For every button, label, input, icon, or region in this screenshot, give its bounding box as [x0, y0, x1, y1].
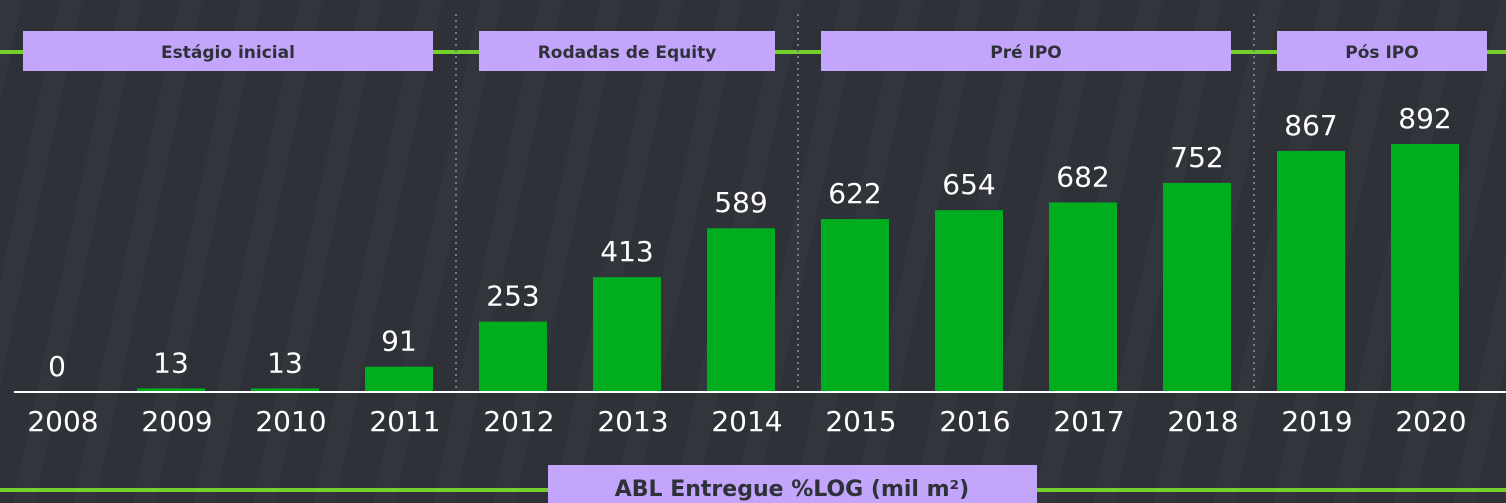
phase-box — [479, 31, 775, 71]
bar — [137, 388, 205, 392]
bar — [1049, 202, 1117, 392]
phase-label: Rodadas de Equity — [538, 43, 717, 63]
data-label: 91 — [381, 325, 417, 358]
data-label: 654 — [942, 168, 995, 201]
data-label: 413 — [600, 235, 653, 268]
x-tick-label: 2019 — [1281, 405, 1352, 438]
bar — [707, 228, 775, 392]
phase-label: Pós IPO — [1345, 43, 1418, 63]
x-tick-label: 2009 — [141, 405, 212, 438]
data-label: 13 — [153, 346, 189, 379]
bar — [1277, 150, 1345, 392]
phase-label: Estágio inicial — [161, 43, 295, 63]
data-label: 622 — [828, 177, 881, 210]
data-label: 752 — [1170, 141, 1223, 174]
x-tick-label: 2020 — [1395, 405, 1466, 438]
phase-box — [1277, 31, 1487, 71]
bar — [593, 277, 661, 392]
x-tick-label: 2015 — [825, 405, 896, 438]
x-axis-label: ABL Entregue %LOG (mil m²) — [615, 477, 969, 502]
data-label: 13 — [267, 346, 303, 379]
x-tick-label: 2018 — [1167, 405, 1238, 438]
data-label: 682 — [1056, 160, 1109, 193]
bar — [935, 210, 1003, 392]
x-tick-label: 2008 — [27, 405, 98, 438]
bar — [821, 219, 889, 392]
phase-box — [821, 31, 1231, 71]
x-tick-label: 2017 — [1053, 405, 1124, 438]
data-label: 867 — [1284, 109, 1337, 142]
x-tick-label: 2014 — [711, 405, 782, 438]
footer-box — [548, 465, 1037, 503]
data-label: 892 — [1398, 102, 1451, 135]
bar — [365, 366, 433, 392]
bar — [1391, 144, 1459, 392]
x-tick-label: 2012 — [483, 405, 554, 438]
plot: Estágio inicial Rodadas de Equity Pré IPO P… — [23, 14, 1487, 438]
x-tick-label: 2011 — [369, 405, 440, 438]
x-tick-label: 2010 — [255, 405, 326, 438]
bar — [479, 321, 547, 392]
bar — [1163, 182, 1231, 392]
x-tick-label: 2016 — [939, 405, 1010, 438]
data-label: 253 — [486, 280, 539, 313]
x-tick-label: 2013 — [597, 405, 668, 438]
bar — [251, 388, 319, 392]
phase-label: Pré IPO — [990, 43, 1062, 63]
data-label: 589 — [714, 186, 767, 219]
data-label: 0 — [48, 350, 66, 383]
phase-box — [23, 31, 433, 71]
